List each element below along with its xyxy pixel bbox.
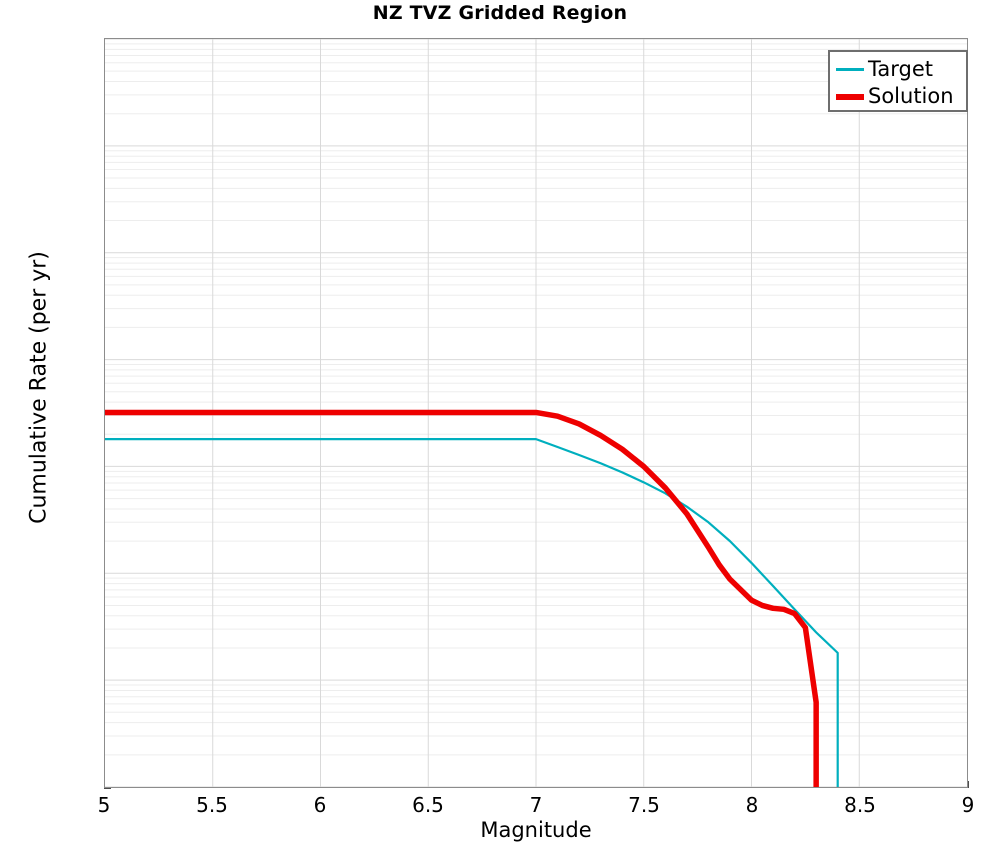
- x-tick-label: 8.5: [844, 793, 876, 817]
- x-tick-label: 7.5: [628, 793, 660, 817]
- x-tick-label: 6: [313, 793, 327, 817]
- x-tick-label: 8: [745, 793, 759, 817]
- legend-item-target: Target: [836, 56, 960, 83]
- y-axis-label: Cumulative Rate (per yr): [26, 251, 52, 524]
- legend-swatch-solution: [836, 93, 864, 100]
- x-axis-label: Magnitude: [480, 818, 592, 842]
- x-tick-label: 7: [529, 793, 543, 817]
- x-tick-mark: [968, 781, 969, 788]
- series-target: [105, 438, 839, 787]
- y-tick-mark: [104, 788, 111, 789]
- x-tick-label: 6.5: [412, 793, 444, 817]
- x-tick-label: 5: [97, 793, 111, 817]
- chart-title: NZ TVZ Gridded Region: [372, 2, 628, 24]
- legend-label-target: Target: [868, 57, 933, 81]
- series-solution: [105, 409, 819, 787]
- legend: Target Solution: [828, 50, 968, 112]
- x-tick-label: 5.5: [196, 793, 228, 817]
- x-tick-label: 9: [961, 793, 975, 817]
- legend-swatch-target: [836, 68, 864, 71]
- legend-item-solution: Solution: [836, 83, 960, 110]
- plot-area: [104, 38, 968, 788]
- grid-lines: [105, 39, 967, 787]
- series-lines: [105, 409, 839, 787]
- legend-label-solution: Solution: [868, 84, 954, 108]
